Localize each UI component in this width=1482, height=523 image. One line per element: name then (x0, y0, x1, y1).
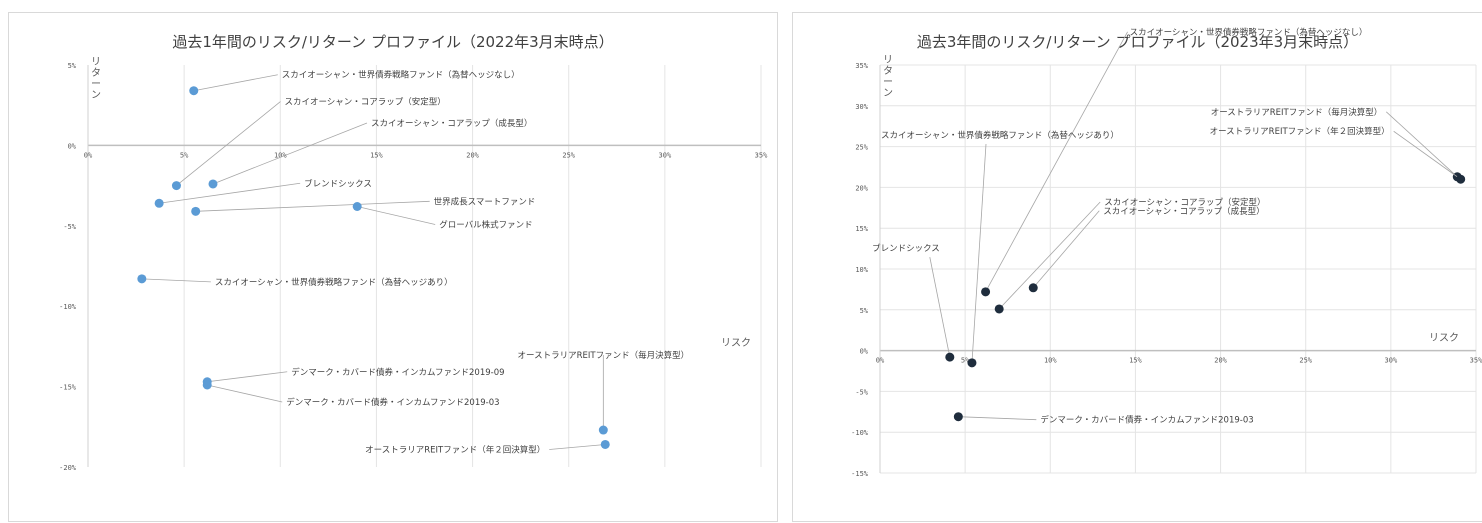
x-tick-label: 5% (180, 151, 189, 159)
x-tick-label: 25% (562, 151, 575, 159)
y-tick-label: 25% (855, 144, 868, 152)
data-point (171, 181, 181, 191)
x-tick-label: 35% (1470, 357, 1482, 365)
chart-title: 過去3年間のリスク/リターン プロファイル（2023年3月末時点） (916, 33, 1359, 51)
leader-line (1393, 130, 1461, 180)
data-label: スカイオーシャン・世界債券戦略ファンド（為替ヘッジあり） (881, 130, 1119, 141)
x-tick-label: 5% (961, 357, 970, 365)
leader-line (1385, 111, 1458, 178)
y-axis-title: リターン (883, 55, 893, 99)
y-tick-label: 5% (68, 62, 77, 70)
data-label: ブレンドシックス (872, 243, 940, 254)
x-tick-label: 10% (274, 151, 287, 159)
data-point (994, 304, 1004, 314)
y-tick-label: -10% (851, 429, 869, 437)
chart-panel-1y: 過去1年間のリスク/リターン プロファイル（2022年3月末時点） 0% 5% 10… (8, 12, 778, 522)
leader-line (159, 182, 301, 204)
scatter-plot-3y: 0% 5% 10% 15% 20% 25% 30% 35% 35% 30% 25% 20% 15% 10%… (851, 27, 1482, 478)
data-point (191, 206, 201, 216)
x-tick-label: 15% (370, 151, 383, 159)
x-axis-title: リスク (721, 337, 751, 349)
leader-line (193, 74, 278, 92)
leader-line (141, 278, 211, 283)
y-tick-label: 0% (68, 142, 77, 150)
leader-line (357, 206, 436, 225)
data-label: 世界成長スマートファンド (434, 196, 536, 207)
data-label: デンマーク・カバード債券・インカムファンド2019-09 (291, 367, 504, 378)
data-label: スカイオーシャン・世界債券戦略ファンド（為替ヘッジなし） (282, 70, 520, 81)
x-tick-label: 35% (755, 151, 768, 159)
data-point (1028, 283, 1038, 293)
leader-line (929, 257, 951, 358)
data-label: オーストラリアREITファンド（毎月決算型） (1211, 107, 1383, 118)
data-point (981, 287, 991, 297)
x-tick-label: 30% (659, 151, 672, 159)
data-label: スカイオーシャン・コアラップ（成長型） (1103, 206, 1264, 217)
scatter-plot-1y: 0% 5% 10% 15% 20% 25% 30% 35% 5% 0% -5% -10% -15% -20… (59, 57, 768, 472)
y-tick-label: -5% (63, 223, 76, 231)
data-point (352, 202, 362, 212)
x-tick-label: 15% (1129, 357, 1142, 365)
data-label: スカイオーシャン・世界債券戦略ファンド（為替ヘッジなし） (1130, 27, 1368, 38)
data-label: グローバル株式ファンド (439, 220, 532, 231)
leader-line (998, 201, 1101, 310)
leader-line (1032, 210, 1100, 289)
y-tick-label: 35% (855, 62, 868, 70)
x-tick-label: 10% (1044, 357, 1057, 365)
leader-line (212, 122, 368, 185)
data-point (967, 358, 977, 368)
x-tick-label: 30% (1385, 357, 1398, 365)
y-tick-label: 30% (855, 103, 868, 111)
data-label: スカイオーシャン・コアラップ（安定型） (1104, 197, 1265, 208)
leader-line (985, 31, 1128, 293)
data-point (598, 425, 608, 435)
leader-line (958, 416, 1037, 421)
x-tick-label: 0% (84, 151, 93, 159)
data-point (137, 274, 147, 284)
data-label: オーストラリアREITファンド（年２回決算型） (365, 444, 545, 455)
data-label: スカイオーシャン・コアラップ（安定型） (284, 97, 445, 108)
y-axis-title: リターン (91, 57, 101, 101)
y-tick-label: -5% (855, 388, 868, 396)
leader-line (549, 444, 606, 450)
y-tick-label: 5% (860, 307, 869, 315)
data-label: スカイオーシャン・世界債券戦略ファンド（為替ヘッジあり） (215, 277, 453, 288)
data-label: デンマーク・カバード債券・インカムファンド2019-03 (286, 397, 499, 408)
y-tick-label: -15% (59, 384, 77, 392)
x-tick-label: 25% (1299, 357, 1312, 365)
x-tick-label: 0% (876, 357, 885, 365)
leader-line (176, 101, 281, 186)
y-tick-label: -15% (851, 470, 869, 478)
leader-line (195, 200, 430, 212)
data-label: オーストラリアREITファンド（年２回決算型） (1210, 126, 1390, 137)
data-point (945, 352, 955, 362)
x-tick-label: 20% (1214, 357, 1227, 365)
y-tick-label: 20% (855, 184, 868, 192)
x-tick-label: 20% (466, 151, 479, 159)
leader-line (207, 371, 288, 383)
chart-title: 過去1年間のリスク/リターン プロファイル（2022年3月末時点） (172, 33, 614, 51)
data-point (154, 198, 164, 208)
y-tick-label: -10% (59, 303, 77, 311)
y-tick-label: 10% (855, 266, 868, 274)
y-tick-label: -20% (59, 464, 77, 472)
chart-panel-3y: 過去3年間のリスク/リターン プロファイル（2023年3月末時点） 0% 5% 10… (792, 12, 1482, 522)
data-point (189, 86, 199, 96)
data-label: デンマーク・カバード債券・インカムファンド2019-03 (1040, 415, 1253, 426)
data-label: ブレンドシックス (304, 178, 372, 189)
data-point (953, 412, 963, 422)
data-point (1456, 174, 1466, 184)
data-point (208, 179, 218, 189)
leader-line (971, 143, 987, 363)
y-tick-label: 15% (855, 225, 868, 233)
leader-line (207, 384, 283, 403)
data-point (600, 439, 610, 449)
y-tick-label: 0% (860, 348, 869, 356)
data-label: スカイオーシャン・コアラップ（成長型） (371, 118, 532, 129)
data-point (202, 380, 212, 390)
x-axis-title: リスク (1429, 332, 1459, 344)
data-label: オーストラリアREITファンド（毎月決算型） (518, 350, 690, 361)
